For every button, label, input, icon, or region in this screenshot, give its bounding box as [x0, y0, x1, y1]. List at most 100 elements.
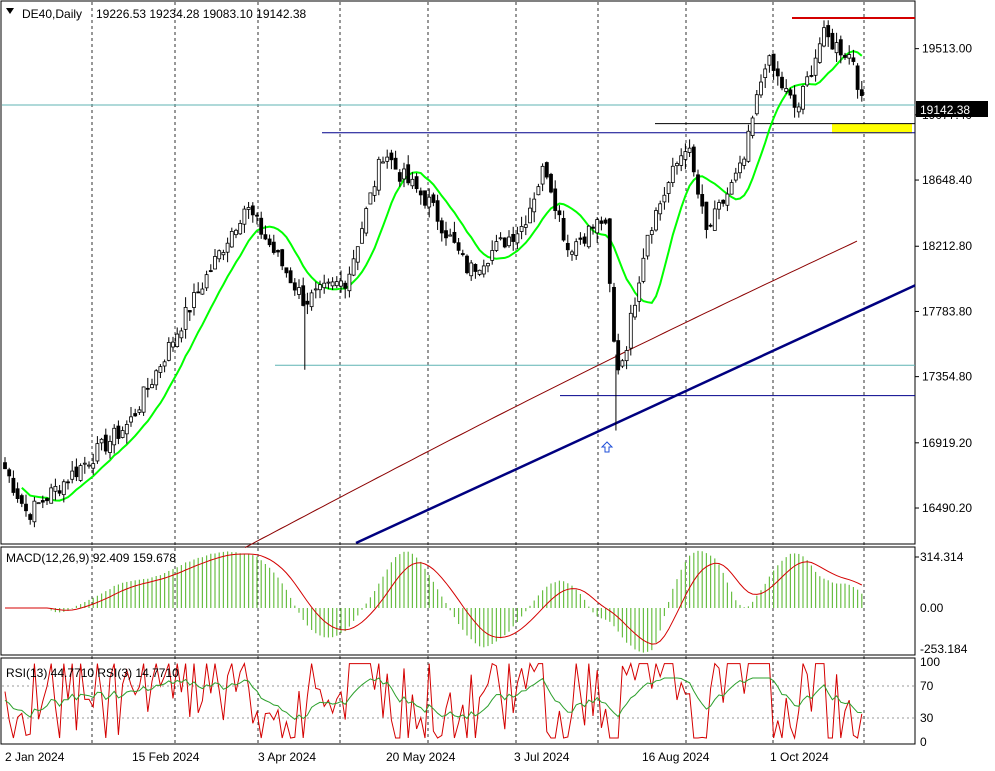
candle	[717, 199, 721, 220]
macd-panel[interactable]	[0, 546, 916, 656]
candle-body	[187, 310, 192, 313]
candle-body	[444, 230, 448, 239]
candle-body	[658, 203, 663, 215]
candle	[360, 221, 364, 244]
candle-body	[490, 250, 495, 261]
candle-body	[112, 427, 117, 446]
candle	[444, 221, 448, 246]
candle	[628, 304, 633, 356]
candle	[721, 199, 726, 207]
candle	[217, 249, 222, 263]
candle-body	[87, 464, 91, 467]
candle-body	[612, 286, 616, 342]
candle-body	[313, 288, 318, 291]
candle-body	[351, 258, 356, 276]
rsi-tick-label: 100	[920, 655, 940, 669]
candle	[544, 161, 549, 180]
candle	[196, 282, 201, 294]
candle	[658, 200, 663, 221]
candle-body	[15, 488, 20, 499]
candle-body	[645, 234, 650, 257]
candle-body	[347, 273, 352, 292]
candle	[528, 197, 532, 224]
candle-body	[204, 274, 209, 289]
candle-body	[654, 210, 658, 231]
candle-body	[217, 250, 222, 260]
rsi-panel[interactable]	[0, 657, 916, 745]
candle-body	[637, 282, 642, 302]
date-tick-label: 3 Apr 2024	[258, 750, 316, 764]
candle	[381, 156, 385, 164]
candle	[49, 483, 54, 504]
rsi-fast-line	[4, 661, 863, 740]
candle	[171, 336, 175, 352]
candle	[469, 260, 474, 281]
candle	[175, 327, 180, 348]
candle	[763, 63, 768, 89]
candle	[633, 297, 637, 320]
candle-body	[502, 237, 507, 248]
candle-body	[133, 413, 138, 417]
candle-body	[532, 198, 537, 213]
candle-body	[469, 262, 474, 277]
candle-body	[570, 251, 574, 255]
candle-body	[717, 202, 721, 210]
candle	[725, 187, 730, 212]
candle	[452, 221, 457, 244]
candle	[612, 282, 616, 343]
candle-body	[166, 342, 171, 361]
candle	[460, 249, 465, 257]
candle	[78, 463, 83, 482]
candle	[784, 79, 789, 94]
candle	[792, 85, 797, 118]
support-zone	[832, 123, 912, 134]
candle-body	[200, 288, 205, 295]
candle-body	[393, 157, 398, 170]
candle-body	[431, 194, 436, 203]
date-tick-label: 3 Jul 2024	[514, 750, 570, 764]
candle	[670, 157, 675, 188]
candle-body	[540, 165, 545, 185]
candle	[553, 180, 558, 220]
candle-body	[267, 238, 272, 246]
candle-body	[364, 208, 369, 234]
dropdown-arrow-icon[interactable]	[6, 8, 14, 14]
candle	[11, 470, 16, 496]
price-tick-label: 17354.80	[922, 370, 972, 384]
candle	[347, 266, 352, 298]
candle-body	[162, 361, 167, 367]
rsi-label: RSI(13) 44.7710 RSI(3) 14.7710	[6, 666, 179, 680]
candle	[847, 45, 852, 65]
candle-body	[759, 81, 763, 96]
candle-body	[624, 350, 629, 362]
up-arrow-icon	[600, 441, 614, 453]
date-tick-label: 2 Jan 2024	[5, 750, 65, 764]
candle-body	[767, 55, 772, 66]
horizontal-lines	[2, 16, 915, 397]
candle	[57, 484, 62, 497]
candle-body	[578, 237, 583, 240]
candle-body	[225, 242, 230, 253]
candle	[284, 267, 289, 278]
candle-body	[414, 176, 419, 190]
candle-body	[116, 425, 121, 439]
symbol-label: DE40,Daily	[22, 7, 82, 21]
candle	[402, 162, 406, 188]
candle	[859, 80, 864, 102]
candle	[280, 248, 285, 271]
candle-body	[675, 163, 679, 167]
candle-body	[45, 498, 49, 502]
candle	[704, 201, 709, 239]
candle	[691, 144, 696, 177]
candle	[288, 267, 293, 284]
candle-body	[465, 255, 469, 274]
candle-body	[150, 384, 154, 389]
candle-body	[221, 252, 226, 256]
candle	[603, 217, 608, 225]
main-panel[interactable]	[0, 0, 916, 545]
candle	[7, 467, 12, 483]
candle-body	[129, 416, 133, 423]
candle-body	[322, 282, 327, 289]
candle-body	[263, 234, 268, 240]
